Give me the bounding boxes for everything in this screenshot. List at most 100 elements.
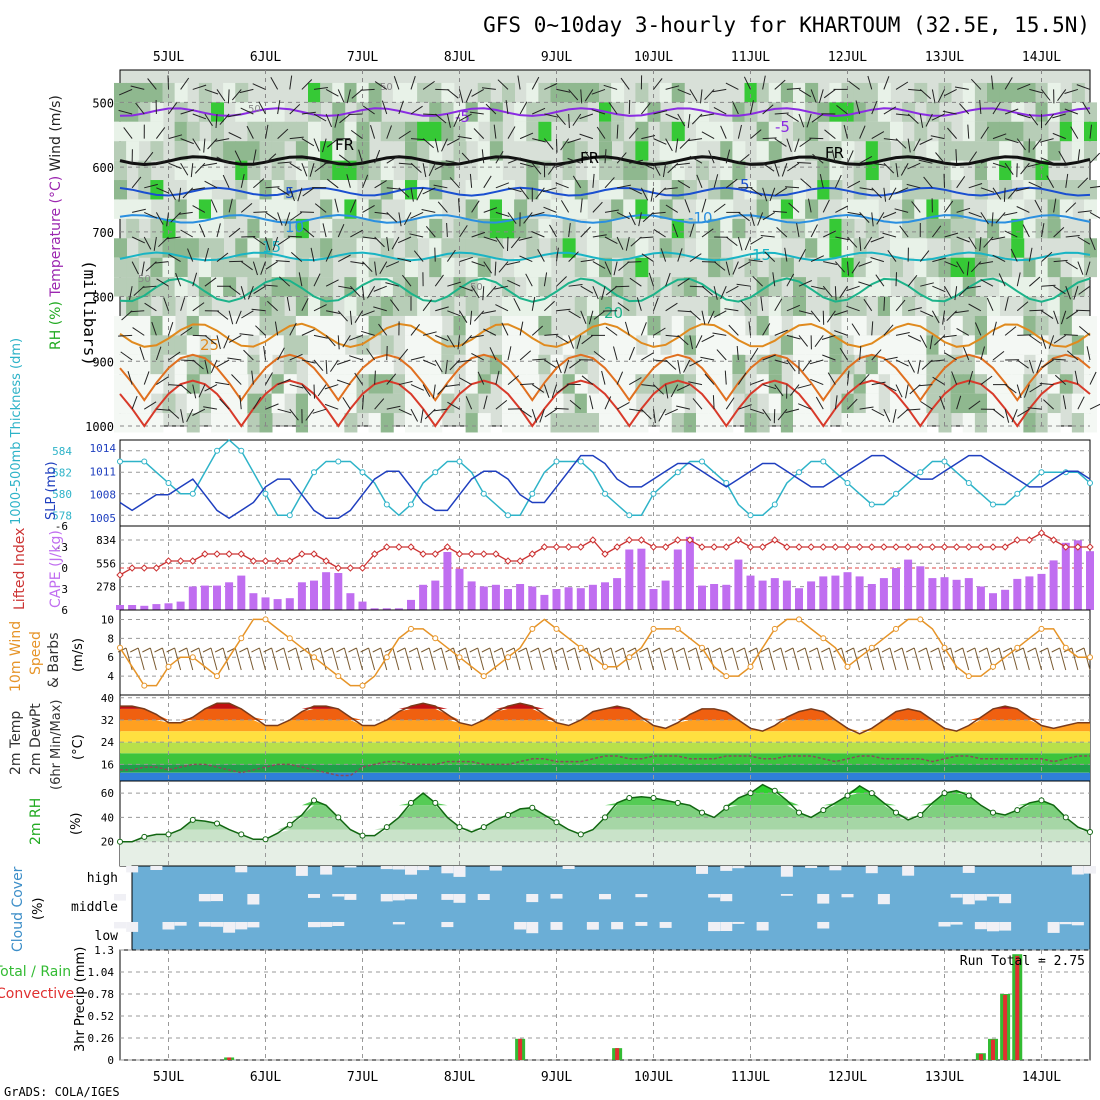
wind10-barb	[259, 647, 266, 671]
wind-barb	[301, 163, 308, 177]
rh-cell	[635, 199, 649, 219]
rh-cell	[332, 413, 346, 433]
wind-barb	[744, 236, 751, 251]
rh-cell	[987, 315, 1000, 336]
wind-barb	[616, 211, 630, 220]
cloud-cell	[392, 894, 405, 901]
wind-barb	[1089, 185, 1100, 189]
rh-cell	[950, 315, 964, 336]
cloud-cell	[732, 922, 745, 924]
rh-cell	[150, 218, 164, 239]
wind-barb	[689, 253, 702, 263]
rh-cell	[538, 315, 552, 336]
rh-cell	[768, 315, 782, 336]
rh-cell	[829, 102, 843, 122]
rh-cell	[1071, 82, 1085, 103]
wind-barb	[906, 408, 921, 411]
wind-barb	[992, 321, 997, 336]
thickness-point	[674, 469, 681, 476]
rh2m-point	[723, 804, 730, 811]
cloud-cell	[720, 894, 733, 902]
pressure-tick-label: 500	[92, 96, 114, 110]
wind10-barb	[683, 647, 691, 671]
wind-barb	[772, 210, 787, 213]
rh2m-tick-label: 40	[101, 811, 114, 824]
wind-barb	[445, 359, 448, 374]
rh-cell	[332, 82, 346, 103]
wind-barb	[510, 236, 521, 249]
rh-cell	[671, 180, 685, 200]
wind-barb	[931, 225, 942, 238]
rh-cell	[380, 238, 394, 258]
wind-barb	[1004, 230, 1018, 238]
wind10-point	[117, 644, 123, 651]
wind-barb	[858, 261, 872, 267]
cape-bar	[310, 580, 318, 610]
wind-barb	[762, 187, 768, 202]
wind10-point	[311, 654, 317, 661]
rh-cell	[623, 393, 637, 414]
rh-cell	[1023, 296, 1037, 316]
rh-cell	[150, 121, 164, 142]
rh-cell	[538, 296, 552, 316]
wind-barb	[543, 138, 554, 150]
rh-cell	[817, 354, 831, 375]
wind-barb	[701, 198, 707, 213]
wind-barb	[1010, 248, 1018, 262]
wind-barb	[560, 200, 570, 213]
wind10-barb-flag	[627, 647, 636, 653]
rh-cell	[332, 238, 346, 258]
isotherm-label: FR	[335, 136, 354, 154]
rh2m-point	[1062, 814, 1069, 821]
wind-barb	[918, 384, 933, 387]
rh-cell	[1071, 102, 1085, 122]
thickness-point	[796, 469, 802, 476]
wind-barb	[851, 261, 861, 274]
wind-barb	[437, 201, 448, 213]
rh-cell	[174, 141, 188, 161]
rh-cell	[150, 141, 164, 161]
rh-cell	[186, 199, 200, 219]
rh-cell	[744, 180, 758, 200]
wind10-barb	[974, 647, 982, 671]
wind-barb	[1041, 223, 1045, 238]
rh-cell	[271, 160, 285, 181]
rh-cell	[514, 393, 528, 414]
wind-barb	[525, 273, 533, 287]
cape-bar	[758, 580, 767, 610]
bottom-day-label: 7JUL	[347, 1070, 378, 1085]
wind-barb	[144, 302, 157, 312]
lifted-point	[1025, 536, 1034, 544]
wind-barb	[263, 346, 266, 361]
wind-barb	[628, 346, 635, 361]
rh-cell	[999, 315, 1013, 336]
wind-barb	[549, 224, 557, 238]
cloud-cell	[962, 894, 975, 905]
wind-barb	[822, 354, 836, 361]
isotherm-label: 25	[200, 336, 219, 354]
rh-cell	[392, 82, 406, 103]
wind-barb	[800, 178, 812, 189]
wind-barb	[859, 406, 874, 410]
wind-barb	[358, 149, 363, 164]
rh-cell	[805, 199, 819, 219]
wind-barb	[251, 370, 254, 385]
rh-cell	[611, 82, 625, 103]
wind-barb	[687, 113, 691, 128]
rh-cell	[720, 257, 734, 278]
rh-cell	[320, 413, 334, 433]
wind10-barb-flag	[166, 647, 175, 653]
wind10-barb	[756, 647, 764, 671]
wind-barb	[689, 359, 703, 367]
wind-barb	[692, 398, 703, 410]
rh-cell	[987, 354, 1000, 375]
cape-bar	[867, 584, 876, 610]
wind-barb	[752, 275, 763, 287]
wind-barb	[506, 261, 521, 266]
wind10-barb	[222, 647, 230, 671]
rh-cell	[235, 393, 249, 414]
precip-conv-bar	[978, 1054, 983, 1060]
wind-barb	[187, 248, 194, 262]
wind-barb	[1089, 236, 1096, 251]
pressure-tick-label: 1000	[85, 420, 114, 434]
